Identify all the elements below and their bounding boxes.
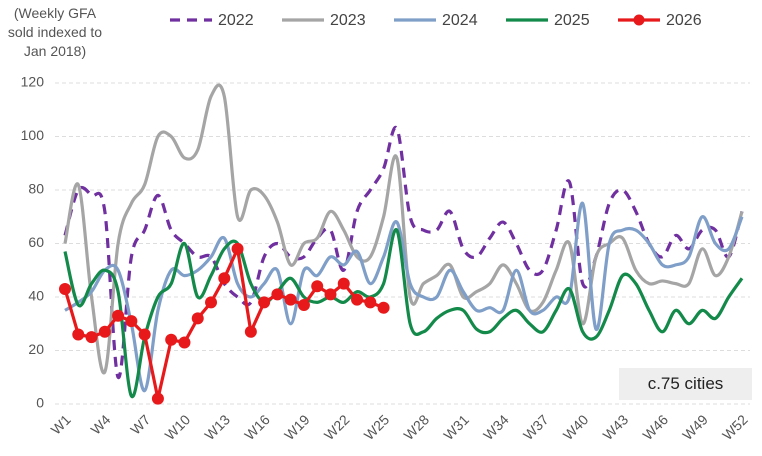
legend-label: 2024 <box>442 12 478 29</box>
series-line <box>63 228 744 399</box>
x-tick-label: W31 <box>440 411 472 443</box>
point <box>112 309 125 322</box>
point <box>178 336 191 349</box>
point <box>337 277 350 290</box>
point <box>138 328 151 341</box>
x-tick-label: W25 <box>361 411 393 443</box>
x-tick-label: W10 <box>162 411 194 443</box>
y-tick-label: 40 <box>28 288 44 304</box>
point <box>377 301 390 314</box>
legend-label: 2026 <box>666 12 702 29</box>
point <box>297 299 310 312</box>
series-line <box>63 125 744 379</box>
point <box>244 325 257 338</box>
x-tick-label: W40 <box>560 411 592 443</box>
y-tick-label: 0 <box>36 395 44 411</box>
series-line <box>63 83 744 375</box>
x-tick-label: W46 <box>639 411 671 443</box>
x-tick-label: W4 <box>87 411 113 437</box>
x-tick-label: W16 <box>241 411 273 443</box>
point <box>258 296 271 309</box>
annotation: c.75 cities <box>619 368 752 400</box>
y-tick-label: 20 <box>28 341 44 357</box>
y-tick-label: 100 <box>21 127 45 143</box>
point <box>205 296 218 309</box>
point <box>364 296 377 309</box>
point <box>218 272 231 285</box>
point <box>151 392 164 405</box>
x-tick-label: W37 <box>520 411 552 443</box>
y-tick-label: 80 <box>28 181 44 197</box>
point <box>324 288 337 301</box>
x-tick-label: W22 <box>321 411 353 443</box>
legend-label: 2022 <box>218 12 254 29</box>
x-tick-label: W43 <box>600 411 632 443</box>
point <box>59 282 71 295</box>
x-tick-label: W52 <box>719 411 751 443</box>
x-tick-label: W1 <box>48 411 74 437</box>
x-tick-label: W13 <box>201 411 233 443</box>
point <box>72 328 85 341</box>
point <box>231 242 244 255</box>
point <box>165 333 178 346</box>
chart-title: (Weekly GFA sold indexed to Jan 2018) <box>7 5 103 59</box>
x-tick-label: W34 <box>480 411 512 443</box>
x-tick-label: W49 <box>679 411 711 443</box>
legend-label: 2025 <box>554 12 590 29</box>
point <box>191 312 204 325</box>
x-tick-label: W19 <box>281 411 313 443</box>
y-tick-label: 60 <box>28 234 44 250</box>
legend-marker <box>633 14 645 26</box>
point <box>98 325 111 338</box>
y-tick-label: 120 <box>21 74 45 90</box>
series-line <box>63 247 385 401</box>
x-tick-label: W28 <box>400 411 432 443</box>
point <box>284 293 297 306</box>
point <box>311 280 324 293</box>
point <box>85 331 98 344</box>
x-tick-label: W7 <box>127 411 153 437</box>
point <box>125 315 138 328</box>
point <box>351 293 364 306</box>
point <box>271 288 284 301</box>
legend-label: 2023 <box>330 12 366 29</box>
